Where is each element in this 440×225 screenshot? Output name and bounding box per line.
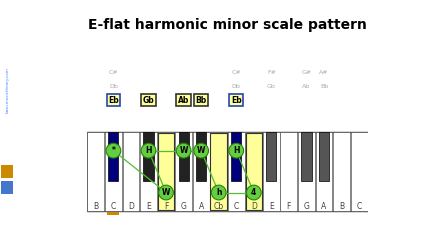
FancyBboxPatch shape	[140, 132, 157, 211]
Circle shape	[246, 185, 261, 200]
Text: C: C	[356, 202, 362, 211]
FancyBboxPatch shape	[88, 132, 104, 211]
Text: F#: F#	[267, 70, 276, 75]
Text: F: F	[287, 202, 291, 211]
Text: D: D	[251, 202, 257, 211]
FancyBboxPatch shape	[315, 132, 333, 211]
FancyBboxPatch shape	[108, 132, 118, 181]
Text: Cb: Cb	[214, 202, 224, 211]
Text: G#: G#	[301, 70, 312, 75]
Text: Gb: Gb	[143, 96, 154, 105]
FancyBboxPatch shape	[143, 132, 154, 181]
Text: C#: C#	[109, 70, 118, 75]
Text: B: B	[93, 202, 99, 211]
Text: Bb: Bb	[320, 84, 328, 89]
Text: Ab: Ab	[178, 96, 189, 105]
Text: D: D	[128, 202, 134, 211]
Text: E: E	[269, 202, 274, 211]
Circle shape	[194, 143, 209, 158]
FancyBboxPatch shape	[158, 132, 175, 211]
Text: h: h	[216, 188, 221, 197]
FancyBboxPatch shape	[196, 132, 206, 181]
Text: Ab: Ab	[302, 84, 311, 89]
FancyBboxPatch shape	[351, 132, 367, 211]
Text: Eb: Eb	[108, 96, 119, 105]
Text: G: G	[304, 202, 309, 211]
Circle shape	[106, 143, 121, 158]
FancyBboxPatch shape	[301, 132, 312, 181]
Text: B: B	[339, 202, 344, 211]
FancyBboxPatch shape	[87, 132, 368, 211]
Text: Db: Db	[109, 84, 118, 89]
Text: Db: Db	[232, 84, 241, 89]
FancyBboxPatch shape	[158, 133, 174, 210]
Text: 4: 4	[251, 188, 257, 197]
FancyBboxPatch shape	[246, 132, 262, 211]
Text: Bb: Bb	[195, 96, 207, 105]
FancyBboxPatch shape	[105, 132, 122, 211]
Text: basicmusictheory.com: basicmusictheory.com	[5, 67, 10, 113]
Text: *: *	[111, 146, 115, 155]
Text: H: H	[233, 146, 239, 155]
Text: C: C	[111, 202, 116, 211]
Text: G: G	[181, 202, 187, 211]
Text: Gb: Gb	[267, 84, 276, 89]
Circle shape	[159, 185, 173, 200]
FancyBboxPatch shape	[246, 133, 262, 210]
FancyBboxPatch shape	[333, 132, 350, 211]
FancyBboxPatch shape	[210, 133, 227, 210]
Text: C#: C#	[231, 70, 241, 75]
Text: W: W	[162, 188, 170, 197]
FancyBboxPatch shape	[1, 165, 14, 178]
FancyBboxPatch shape	[266, 132, 276, 181]
Text: Eb: Eb	[231, 96, 242, 105]
Text: H: H	[145, 146, 152, 155]
Text: W: W	[197, 146, 205, 155]
Text: A: A	[198, 202, 204, 211]
FancyBboxPatch shape	[210, 132, 227, 211]
Text: E: E	[146, 202, 151, 211]
FancyBboxPatch shape	[298, 132, 315, 211]
FancyBboxPatch shape	[263, 132, 280, 211]
FancyBboxPatch shape	[193, 132, 209, 211]
FancyBboxPatch shape	[122, 132, 139, 211]
FancyBboxPatch shape	[319, 132, 329, 181]
Circle shape	[211, 185, 226, 200]
Text: C: C	[234, 202, 239, 211]
Text: F: F	[164, 202, 168, 211]
Circle shape	[176, 143, 191, 158]
Text: A#: A#	[319, 70, 329, 75]
Text: A: A	[321, 202, 326, 211]
Text: W: W	[180, 146, 188, 155]
Circle shape	[229, 143, 244, 158]
FancyBboxPatch shape	[107, 212, 119, 215]
FancyBboxPatch shape	[280, 132, 297, 211]
FancyBboxPatch shape	[228, 132, 245, 211]
Circle shape	[141, 143, 156, 158]
FancyBboxPatch shape	[179, 132, 189, 181]
FancyBboxPatch shape	[175, 132, 192, 211]
FancyBboxPatch shape	[231, 132, 242, 181]
Text: E-flat harmonic minor scale pattern: E-flat harmonic minor scale pattern	[88, 18, 367, 32]
FancyBboxPatch shape	[1, 181, 14, 194]
